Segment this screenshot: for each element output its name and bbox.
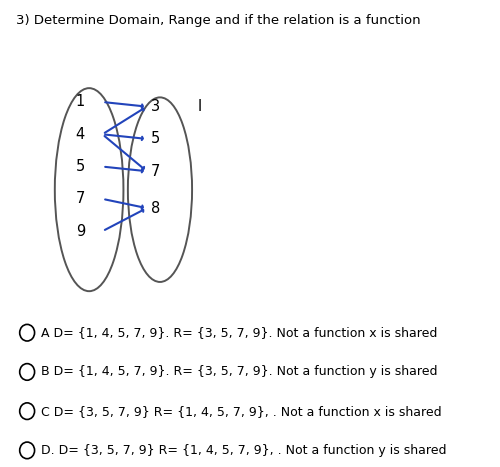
Text: 3) Determine Domain, Range and if the relation is a function: 3) Determine Domain, Range and if the re… bbox=[16, 14, 420, 27]
Text: 5: 5 bbox=[151, 131, 160, 146]
Text: 4: 4 bbox=[76, 127, 85, 142]
Text: 8: 8 bbox=[151, 201, 160, 216]
Text: D. D= {3, 5, 7, 9} R= {1, 4, 5, 7, 9}, . Not a function y is shared: D. D= {3, 5, 7, 9} R= {1, 4, 5, 7, 9}, .… bbox=[41, 444, 446, 457]
Text: 3: 3 bbox=[151, 99, 160, 114]
Text: C D= {3, 5, 7, 9} R= {1, 4, 5, 7, 9}, . Not a function x is shared: C D= {3, 5, 7, 9} R= {1, 4, 5, 7, 9}, . … bbox=[41, 405, 442, 417]
Text: B D= {1, 4, 5, 7, 9}. R= {3, 5, 7, 9}. Not a function y is shared: B D= {1, 4, 5, 7, 9}. R= {3, 5, 7, 9}. N… bbox=[41, 366, 438, 378]
Text: 7: 7 bbox=[151, 164, 160, 179]
Text: I: I bbox=[198, 99, 202, 114]
Text: 7: 7 bbox=[76, 191, 85, 206]
Text: 5: 5 bbox=[76, 159, 85, 174]
Text: 1: 1 bbox=[76, 94, 85, 109]
Text: 9: 9 bbox=[76, 224, 85, 239]
Text: A D= {1, 4, 5, 7, 9}. R= {3, 5, 7, 9}. Not a function x is shared: A D= {1, 4, 5, 7, 9}. R= {3, 5, 7, 9}. N… bbox=[41, 326, 438, 339]
